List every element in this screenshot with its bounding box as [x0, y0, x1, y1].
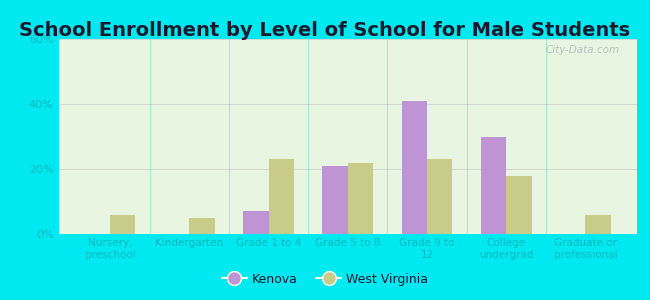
Bar: [427, 159, 452, 234]
Text: City-Data.com: City-Data.com: [545, 45, 619, 55]
Bar: [481, 136, 506, 234]
Bar: [110, 214, 135, 234]
Bar: [268, 159, 294, 234]
Bar: [402, 101, 427, 234]
Bar: [322, 166, 348, 234]
Legend: Kenova, West Virginia: Kenova, West Virginia: [216, 268, 434, 291]
Bar: [243, 211, 268, 234]
Text: School Enrollment by Level of School for Male Students: School Enrollment by Level of School for…: [20, 21, 630, 40]
Bar: [189, 218, 214, 234]
Bar: [348, 163, 373, 234]
Bar: [506, 176, 532, 234]
Bar: [586, 214, 611, 234]
